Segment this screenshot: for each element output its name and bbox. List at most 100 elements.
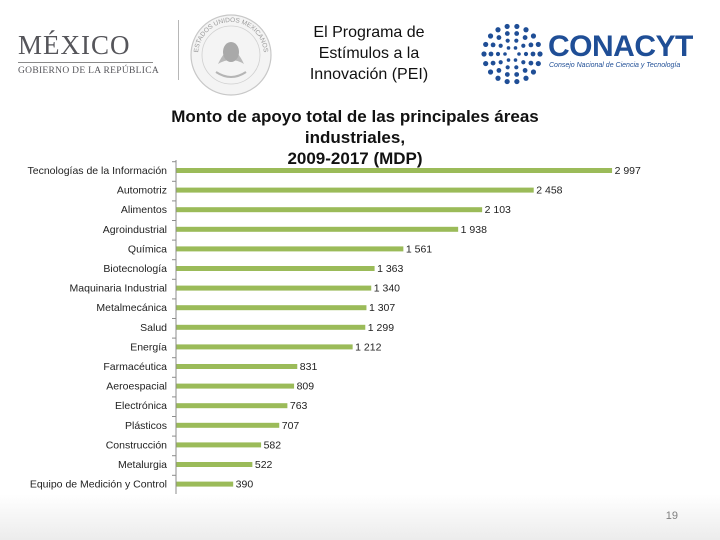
bar <box>176 462 253 467</box>
conacyt-dot <box>535 41 541 48</box>
conacyt-dot <box>504 23 510 30</box>
mexico-logo-subtitle: GOBIERNO DE LA REPÚBLICA <box>18 66 159 76</box>
conacyt-dot <box>498 60 503 65</box>
category-label: Tecnologías de la Información <box>28 165 168 177</box>
bar-value-label: 1 299 <box>368 322 394 334</box>
conacyt-dot <box>528 42 534 48</box>
chart-title-line-1: Monto de apoyo total de las principales … <box>171 107 539 126</box>
slide-header: MÉXICO GOBIERNO DE LA REPÚBLICA ESTADOS … <box>0 0 720 110</box>
bar <box>176 285 372 291</box>
conacyt-dot <box>523 27 529 33</box>
conacyt-dot <box>528 60 534 66</box>
header-title-line-3: Innovación (PEI) <box>309 66 429 83</box>
conacyt-dot <box>513 58 518 62</box>
bar-value-label: 1 307 <box>369 302 395 314</box>
chart-title-line-3: 2009-2017 (MDP) <box>287 149 423 168</box>
conacyt-dot <box>505 65 510 70</box>
logo-divider <box>178 20 179 80</box>
conacyt-dot <box>496 68 502 73</box>
conacyt-dot <box>523 51 529 57</box>
bar <box>176 187 534 193</box>
conacyt-dot <box>522 35 528 40</box>
category-label: Equipo de Medición y Control <box>30 479 167 491</box>
bar-value-label: 809 <box>297 381 315 393</box>
conacyt-dot <box>513 46 518 50</box>
conacyt-dot <box>483 60 489 67</box>
category-label: Automotriz <box>117 185 167 197</box>
bar <box>176 324 366 330</box>
header-title-line-2: Estímulos a la <box>318 45 420 62</box>
conacyt-dot <box>523 75 529 81</box>
mexico-government-logo: MÉXICO GOBIERNO DE LA REPÚBLICA <box>18 22 168 82</box>
category-label: Química <box>128 243 167 255</box>
bar-value-label: 390 <box>236 479 254 491</box>
category-label: Alimentos <box>121 204 167 216</box>
bar-value-label: 1 561 <box>406 243 432 255</box>
conacyt-dot <box>514 78 520 85</box>
header-title: El Programa de Estímulos a la Innovación… <box>286 22 452 85</box>
conacyt-dot <box>535 60 541 67</box>
category-label: Aeroespacial <box>106 381 167 393</box>
conacyt-dot <box>514 72 520 77</box>
conacyt-dot <box>506 46 511 50</box>
bar <box>176 383 295 389</box>
chart-title: Monto de apoyo total de las principales … <box>150 106 560 169</box>
category-label: Metalurgia <box>118 459 167 471</box>
conacyt-dot <box>483 41 489 48</box>
conacyt-dot <box>495 27 501 33</box>
slide-footer: 19 <box>0 494 720 540</box>
conacyt-dot <box>487 33 494 39</box>
bar <box>176 305 367 311</box>
bar <box>176 481 234 487</box>
bar-value-label: 1 363 <box>377 263 403 275</box>
header-title-line-1: El Programa de <box>313 24 425 41</box>
conacyt-dot <box>481 51 487 57</box>
bar <box>176 442 262 448</box>
conacyt-dot <box>514 38 519 43</box>
bar-value-label: 707 <box>282 420 300 432</box>
conacyt-dot <box>498 43 503 48</box>
category-label: Agroindustrial <box>103 224 167 236</box>
bar <box>176 422 280 428</box>
conacyt-logo-subtitle: Consejo Nacional de Ciencia y Tecnología <box>549 62 681 69</box>
bar-value-label: 2 997 <box>615 165 641 177</box>
national-seal-icon: ESTADOS UNIDOS MEXICANOS <box>190 14 272 96</box>
conacyt-dot <box>521 43 526 48</box>
bar-value-label: 582 <box>264 439 282 451</box>
conacyt-dot <box>490 42 496 48</box>
bar-value-label: 1 212 <box>355 341 381 353</box>
bar-value-label: 1 938 <box>461 224 487 236</box>
mexico-logo-word: MÉXICO <box>18 30 131 60</box>
category-label: Energía <box>130 341 167 353</box>
conacyt-logo-word: CONACYT <box>548 30 693 63</box>
conacyt-dot <box>495 51 501 57</box>
bar-value-label: 1 340 <box>374 283 400 295</box>
bar-value-label: 2 103 <box>485 204 511 216</box>
conacyt-dots-icon <box>481 23 543 85</box>
conacyt-dot <box>506 58 511 62</box>
conacyt-dot <box>521 60 526 65</box>
bar <box>176 207 483 213</box>
bar-value-label: 763 <box>290 400 308 412</box>
conacyt-dot <box>530 69 537 75</box>
category-label: Biotecnología <box>103 263 167 275</box>
category-label: Farmacéutica <box>103 361 167 373</box>
category-label: Construcción <box>106 439 167 451</box>
mexico-logo-rule <box>18 62 153 63</box>
category-label: Maquinaria Industrial <box>70 283 167 295</box>
bar <box>176 226 459 232</box>
conacyt-dot <box>504 31 510 36</box>
bar <box>176 266 375 271</box>
bar-value-label: 2 458 <box>536 185 562 197</box>
conacyt-dot <box>530 51 536 57</box>
conacyt-dot <box>530 33 537 39</box>
category-label: Salud <box>140 322 167 334</box>
chart-title-line-2: industriales, <box>304 128 406 147</box>
bar <box>176 344 353 350</box>
conacyt-dot <box>517 52 521 56</box>
bar-value-label: 522 <box>255 459 273 471</box>
conacyt-dot <box>514 65 519 70</box>
page-number: 19 <box>665 510 678 522</box>
conacyt-dot <box>504 78 510 85</box>
conacyt-dot <box>514 31 520 36</box>
